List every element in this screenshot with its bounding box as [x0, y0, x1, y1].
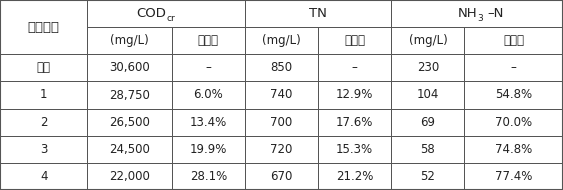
Text: 19.9%: 19.9% — [190, 143, 227, 156]
Text: cr: cr — [167, 14, 176, 23]
Bar — [172, 108, 245, 136]
Text: 700: 700 — [270, 116, 293, 129]
Text: 670: 670 — [270, 170, 293, 183]
Text: 제거율: 제거율 — [503, 34, 524, 47]
Bar — [245, 54, 318, 82]
Text: 반응시간: 반응시간 — [28, 21, 60, 34]
Bar — [318, 136, 391, 163]
Bar — [318, 82, 391, 108]
Bar — [245, 0, 391, 27]
Bar — [464, 108, 563, 136]
Bar — [0, 82, 87, 108]
Text: (mg/L): (mg/L) — [262, 34, 301, 47]
Text: 28.1%: 28.1% — [190, 170, 227, 183]
Text: 104: 104 — [417, 89, 439, 101]
Bar — [391, 54, 464, 82]
Text: 2: 2 — [40, 116, 47, 129]
Bar — [245, 163, 318, 190]
Text: 720: 720 — [270, 143, 293, 156]
Bar — [318, 108, 391, 136]
Bar — [87, 0, 245, 27]
Text: NH: NH — [458, 7, 477, 20]
Bar — [245, 108, 318, 136]
Bar — [318, 163, 391, 190]
Text: 3: 3 — [477, 14, 484, 23]
Text: (mg/L): (mg/L) — [409, 34, 447, 47]
Bar — [0, 108, 87, 136]
Text: –N: –N — [487, 7, 504, 20]
Bar — [464, 54, 563, 82]
Text: 6.0%: 6.0% — [194, 89, 223, 101]
Text: 15.3%: 15.3% — [336, 143, 373, 156]
Bar — [87, 27, 172, 54]
Bar — [0, 136, 87, 163]
Text: 1: 1 — [40, 89, 47, 101]
Bar — [391, 27, 464, 54]
Bar — [0, 54, 87, 82]
Bar — [0, 0, 87, 54]
Bar — [318, 54, 391, 82]
Text: 제거율: 제거율 — [344, 34, 365, 47]
Text: –: – — [205, 61, 211, 74]
Bar — [87, 108, 172, 136]
Text: COD: COD — [136, 7, 166, 20]
Text: 3: 3 — [40, 143, 47, 156]
Text: 52: 52 — [421, 170, 435, 183]
Bar — [391, 163, 464, 190]
Bar — [87, 82, 172, 108]
Text: 850: 850 — [270, 61, 293, 74]
Text: 17.6%: 17.6% — [336, 116, 373, 129]
Text: –: – — [352, 61, 358, 74]
Bar — [172, 27, 245, 54]
Bar — [464, 163, 563, 190]
Text: 30,600: 30,600 — [109, 61, 150, 74]
Text: 원수: 원수 — [37, 61, 51, 74]
Text: 24,500: 24,500 — [109, 143, 150, 156]
Text: 230: 230 — [417, 61, 439, 74]
Bar — [245, 27, 318, 54]
Bar — [464, 136, 563, 163]
Text: 제거율: 제거율 — [198, 34, 219, 47]
Text: 4: 4 — [40, 170, 47, 183]
Text: 22,000: 22,000 — [109, 170, 150, 183]
Bar — [318, 27, 391, 54]
Text: 77.4%: 77.4% — [495, 170, 533, 183]
Bar — [245, 136, 318, 163]
Bar — [172, 136, 245, 163]
Bar — [172, 163, 245, 190]
Bar — [87, 54, 172, 82]
Bar — [391, 0, 563, 27]
Bar — [464, 82, 563, 108]
Text: 26,500: 26,500 — [109, 116, 150, 129]
Text: 69: 69 — [421, 116, 435, 129]
Bar — [172, 54, 245, 82]
Bar — [464, 27, 563, 54]
Text: 58: 58 — [421, 143, 435, 156]
Text: 74.8%: 74.8% — [495, 143, 533, 156]
Text: 70.0%: 70.0% — [495, 116, 532, 129]
Text: 740: 740 — [270, 89, 293, 101]
Bar — [391, 82, 464, 108]
Bar — [245, 82, 318, 108]
Bar — [172, 82, 245, 108]
Text: 54.8%: 54.8% — [495, 89, 532, 101]
Bar — [391, 108, 464, 136]
Bar — [0, 163, 87, 190]
Text: 13.4%: 13.4% — [190, 116, 227, 129]
Text: –: – — [511, 61, 517, 74]
Bar — [87, 163, 172, 190]
Text: TN: TN — [309, 7, 327, 20]
Bar — [391, 136, 464, 163]
Bar — [87, 136, 172, 163]
Text: 28,750: 28,750 — [109, 89, 150, 101]
Text: 21.2%: 21.2% — [336, 170, 373, 183]
Text: (mg/L): (mg/L) — [110, 34, 149, 47]
Text: 12.9%: 12.9% — [336, 89, 373, 101]
